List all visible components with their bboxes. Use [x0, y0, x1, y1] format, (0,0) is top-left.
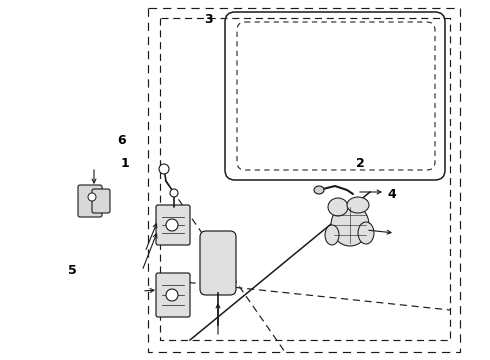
Circle shape	[166, 289, 178, 301]
Text: 4: 4	[388, 188, 396, 201]
Ellipse shape	[358, 222, 374, 244]
Text: 5: 5	[68, 264, 77, 276]
Text: 3: 3	[204, 13, 213, 26]
FancyBboxPatch shape	[156, 273, 190, 317]
Text: 1: 1	[121, 157, 129, 170]
Ellipse shape	[328, 198, 348, 216]
Circle shape	[166, 219, 178, 231]
Text: 6: 6	[117, 134, 126, 147]
Circle shape	[170, 189, 178, 197]
FancyBboxPatch shape	[200, 231, 236, 295]
Ellipse shape	[347, 197, 369, 213]
Ellipse shape	[314, 186, 324, 194]
Circle shape	[88, 193, 96, 201]
FancyBboxPatch shape	[156, 205, 190, 245]
Ellipse shape	[325, 225, 339, 245]
Ellipse shape	[331, 204, 369, 246]
Text: 2: 2	[356, 157, 365, 170]
FancyBboxPatch shape	[92, 189, 110, 213]
Circle shape	[159, 164, 169, 174]
FancyBboxPatch shape	[78, 185, 102, 217]
